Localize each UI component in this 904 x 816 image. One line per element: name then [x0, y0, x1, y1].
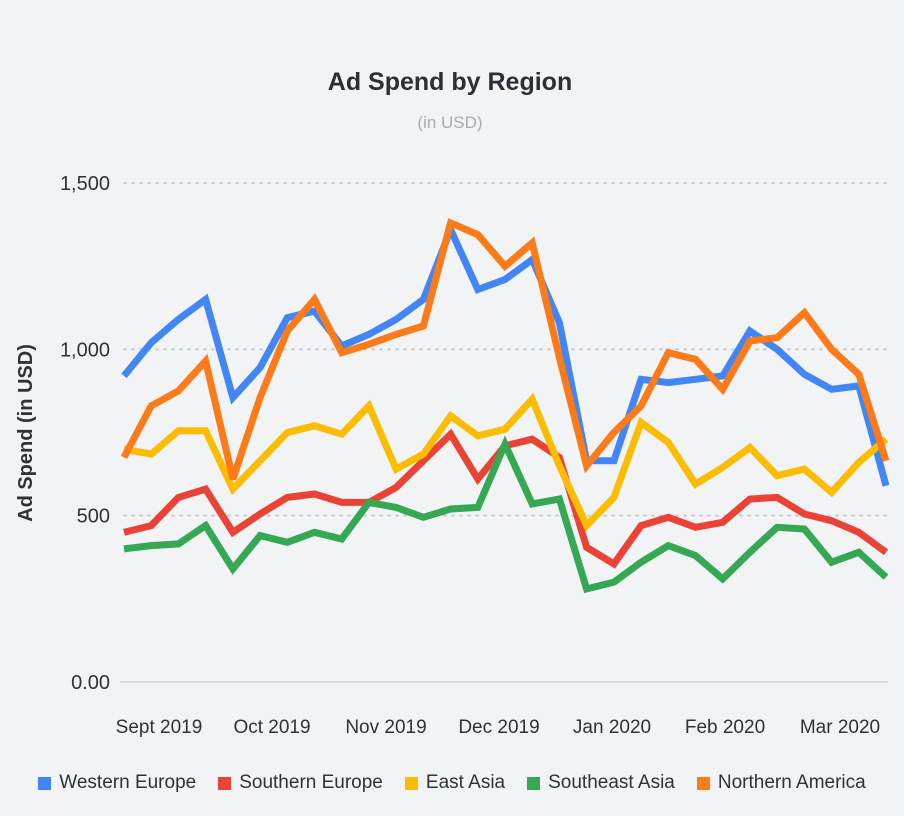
series-line-northern-america [120, 218, 890, 481]
legend-swatch [527, 776, 541, 790]
y-tick-label: 1,500 [60, 173, 110, 195]
legend-label: Southeast Asia [548, 772, 675, 793]
legend-swatch [696, 776, 710, 790]
x-tick-label: Dec 2019 [458, 717, 539, 738]
legend-item-northern-america: Northern America [696, 772, 866, 794]
x-tick-label: Sept 2019 [116, 717, 203, 738]
y-tick-label: 0.00 [71, 672, 110, 694]
legend-item-southern-europe: Southern Europe [218, 772, 383, 794]
y-tick-label: 1,000 [60, 339, 110, 361]
chart-legend: Western Europe Southern Europe East Asia So… [0, 772, 904, 794]
line-chart: 0.00 500 1,000 1,500 Ad Spend (in USD) Sept 2… [15, 173, 890, 738]
series-line-southeast-asia [123, 435, 889, 594]
x-tick-label: Oct 2019 [233, 717, 310, 738]
legend-label: Northern America [717, 772, 866, 793]
x-tick-label: Feb 2020 [685, 717, 765, 738]
y-axis-label: Ad Spend (in USD) [15, 344, 37, 522]
legend-item-southeast-asia: Southeast Asia [527, 772, 675, 794]
chart-title: Ad Spend by Region [327, 68, 573, 96]
legend-swatch [38, 776, 52, 790]
legend-label: Western Europe [59, 772, 197, 793]
legend-swatch [218, 776, 232, 790]
legend-swatch [404, 776, 418, 790]
chart-subtitle: (in USD) [417, 113, 483, 132]
x-tick-label: Mar 2020 [800, 717, 880, 738]
series-line-east-asia [123, 392, 889, 532]
x-tick-label: Nov 2019 [345, 717, 426, 738]
x-tick-label: Jan 2020 [573, 717, 651, 738]
legend-label: Southern Europe [239, 772, 383, 793]
y-tick-label: 500 [77, 506, 110, 528]
legend-item-east-asia: East Asia [404, 772, 506, 794]
legend-label: East Asia [425, 772, 506, 793]
legend-item-western-europe: Western Europe [38, 772, 196, 794]
